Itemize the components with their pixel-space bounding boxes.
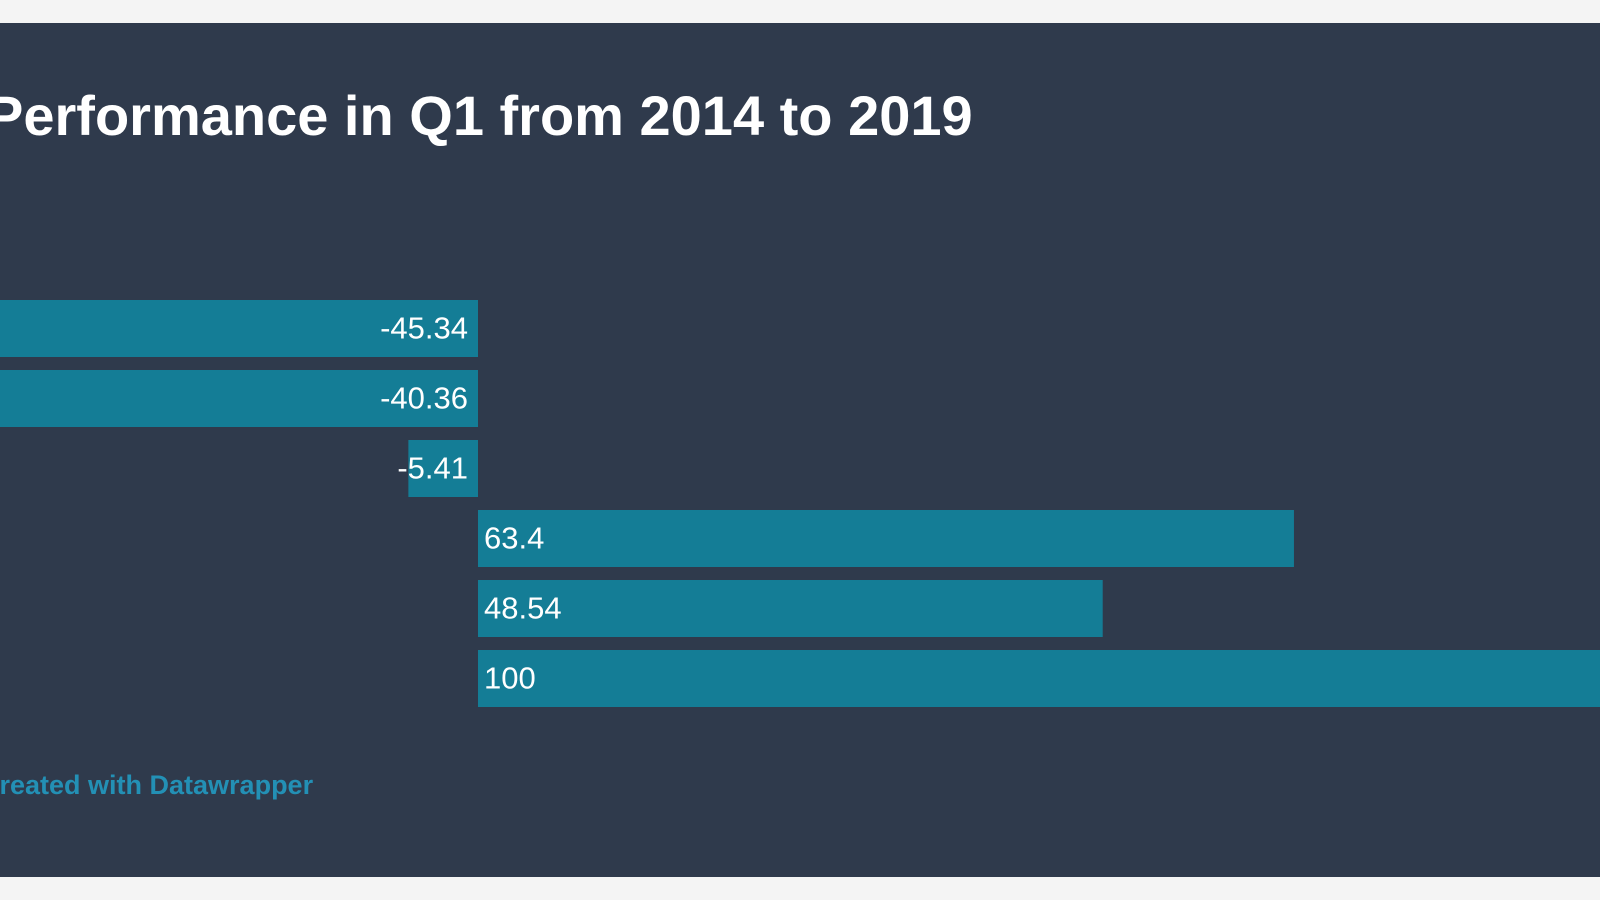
value-label: 100 <box>484 661 536 696</box>
value-label: -40.36 <box>380 381 468 416</box>
bar <box>478 650 1600 707</box>
value-label: 48.54 <box>484 591 562 626</box>
bar <box>478 580 1103 637</box>
bar <box>0 300 479 357</box>
value-label: -5.41 <box>397 451 468 486</box>
chart-title: Performance in Q1 from 2014 to 2019 <box>0 84 973 147</box>
chart-background <box>0 23 1600 877</box>
value-label: -45.34 <box>380 311 468 346</box>
bar <box>478 510 1294 567</box>
bar <box>0 370 479 427</box>
bar <box>408 440 478 497</box>
footer-credit: Created with Datawrapper <box>0 770 314 800</box>
value-label: 63.4 <box>484 521 544 556</box>
